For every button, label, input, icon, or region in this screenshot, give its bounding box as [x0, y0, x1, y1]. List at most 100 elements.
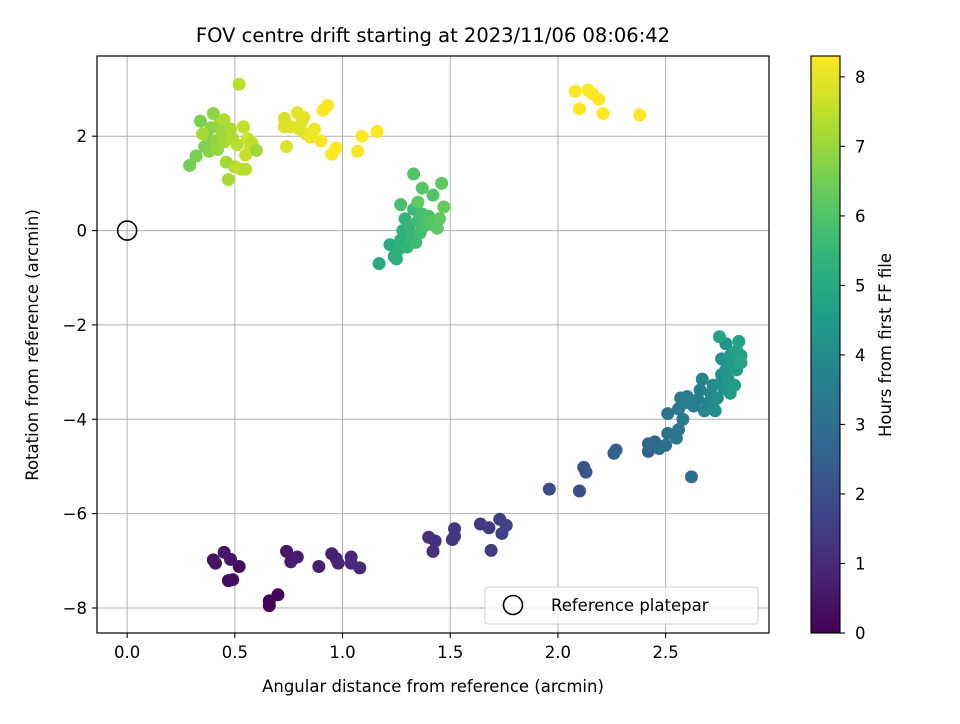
data-point [312, 559, 326, 573]
data-point [189, 149, 203, 163]
x-tick-label: 0.5 [222, 643, 248, 662]
x-tick-label: 2.5 [652, 643, 678, 662]
data-point [206, 107, 220, 121]
data-point [230, 138, 244, 152]
data-point [426, 544, 440, 558]
y-tick-label: −8 [63, 599, 87, 618]
plot-frame [96, 55, 770, 634]
data-point [568, 84, 582, 98]
data-point [732, 334, 746, 348]
data-point [542, 482, 556, 496]
data-point [351, 144, 365, 158]
y-axis-label: Rotation from reference (arcmin) [23, 209, 42, 481]
data-point [596, 107, 610, 121]
data-point [277, 120, 291, 134]
data-point [206, 553, 220, 567]
data-point [592, 92, 606, 106]
colorbar-label: Hours from first FF file [876, 253, 895, 437]
colorbar-tick-label: 8 [855, 68, 866, 87]
data-point [314, 134, 328, 148]
data-point [353, 561, 367, 575]
data-point [196, 127, 210, 141]
colorbar-tick-label: 2 [855, 485, 866, 504]
y-tick-label: −2 [63, 316, 87, 335]
data-point [676, 412, 690, 426]
y-tick-label: −4 [63, 410, 87, 429]
data-point [499, 518, 513, 532]
data-point [482, 521, 496, 535]
data-point [239, 162, 253, 176]
data-point [297, 110, 311, 124]
data-points [116, 77, 748, 613]
colorbar-tick-label: 0 [855, 624, 866, 643]
data-point [407, 167, 421, 181]
x-tick-label: 1.0 [329, 643, 355, 662]
colorbar-gradient [810, 55, 841, 634]
data-point [659, 438, 673, 452]
data-point [271, 588, 285, 602]
data-point [484, 543, 498, 557]
data-point [280, 140, 294, 154]
data-point [415, 181, 429, 195]
data-point [280, 544, 294, 558]
colorbar-tick-label: 6 [855, 207, 866, 226]
data-point [432, 212, 446, 226]
data-point [426, 188, 440, 202]
data-point [448, 529, 462, 543]
data-point [661, 407, 675, 421]
data-point [370, 124, 384, 138]
data-point [695, 372, 709, 386]
legend[interactable]: Reference platepar [484, 586, 759, 625]
x-tick-label: 0.0 [114, 643, 140, 662]
reference-marker [116, 220, 138, 241]
data-point [221, 173, 235, 187]
data-point [394, 198, 408, 212]
legend-box [484, 586, 759, 625]
data-point [331, 556, 345, 570]
data-point [435, 176, 449, 190]
axes: 0.0 0.5 1.0 1.5 2.0 2.5 −8 −6 −4 −2 0 2 [63, 55, 770, 662]
y-tick-label: 2 [77, 127, 88, 146]
data-point [437, 200, 451, 214]
data-point [308, 122, 322, 136]
data-point [236, 120, 250, 134]
data-point [712, 330, 726, 344]
data-point [680, 390, 694, 404]
data-point [633, 108, 647, 122]
y-tick-label: −6 [63, 505, 87, 524]
data-point [693, 383, 707, 397]
data-point [579, 465, 593, 479]
legend-reference-marker [502, 594, 524, 616]
data-point [217, 113, 231, 127]
data-point [320, 99, 334, 113]
data-point [372, 257, 386, 271]
data-point [411, 195, 425, 209]
data-point [734, 356, 748, 370]
data-point [708, 404, 722, 418]
colorbar: 0 1 2 3 4 5 6 7 8 [810, 55, 866, 643]
data-point [249, 143, 263, 157]
data-point [232, 559, 246, 573]
data-point [193, 114, 207, 128]
colorbar-tick-label: 1 [855, 554, 866, 573]
data-point [224, 552, 238, 566]
data-point [572, 102, 586, 116]
data-point [292, 122, 306, 136]
data-point [609, 443, 623, 457]
y-tick-label: 0 [77, 222, 88, 241]
data-point [232, 77, 246, 91]
data-point [728, 378, 742, 392]
colorbar-tick-label: 4 [855, 346, 866, 365]
colorbar-tick-label: 5 [855, 276, 866, 295]
data-point [329, 141, 343, 155]
data-point [355, 129, 369, 143]
legend-reference-label: Reference platepar [551, 596, 709, 615]
data-point [710, 391, 724, 405]
data-point [572, 484, 586, 498]
colorbar-tick-label: 7 [855, 137, 866, 156]
data-point [290, 550, 304, 564]
data-point [428, 534, 442, 548]
data-point [183, 158, 197, 172]
